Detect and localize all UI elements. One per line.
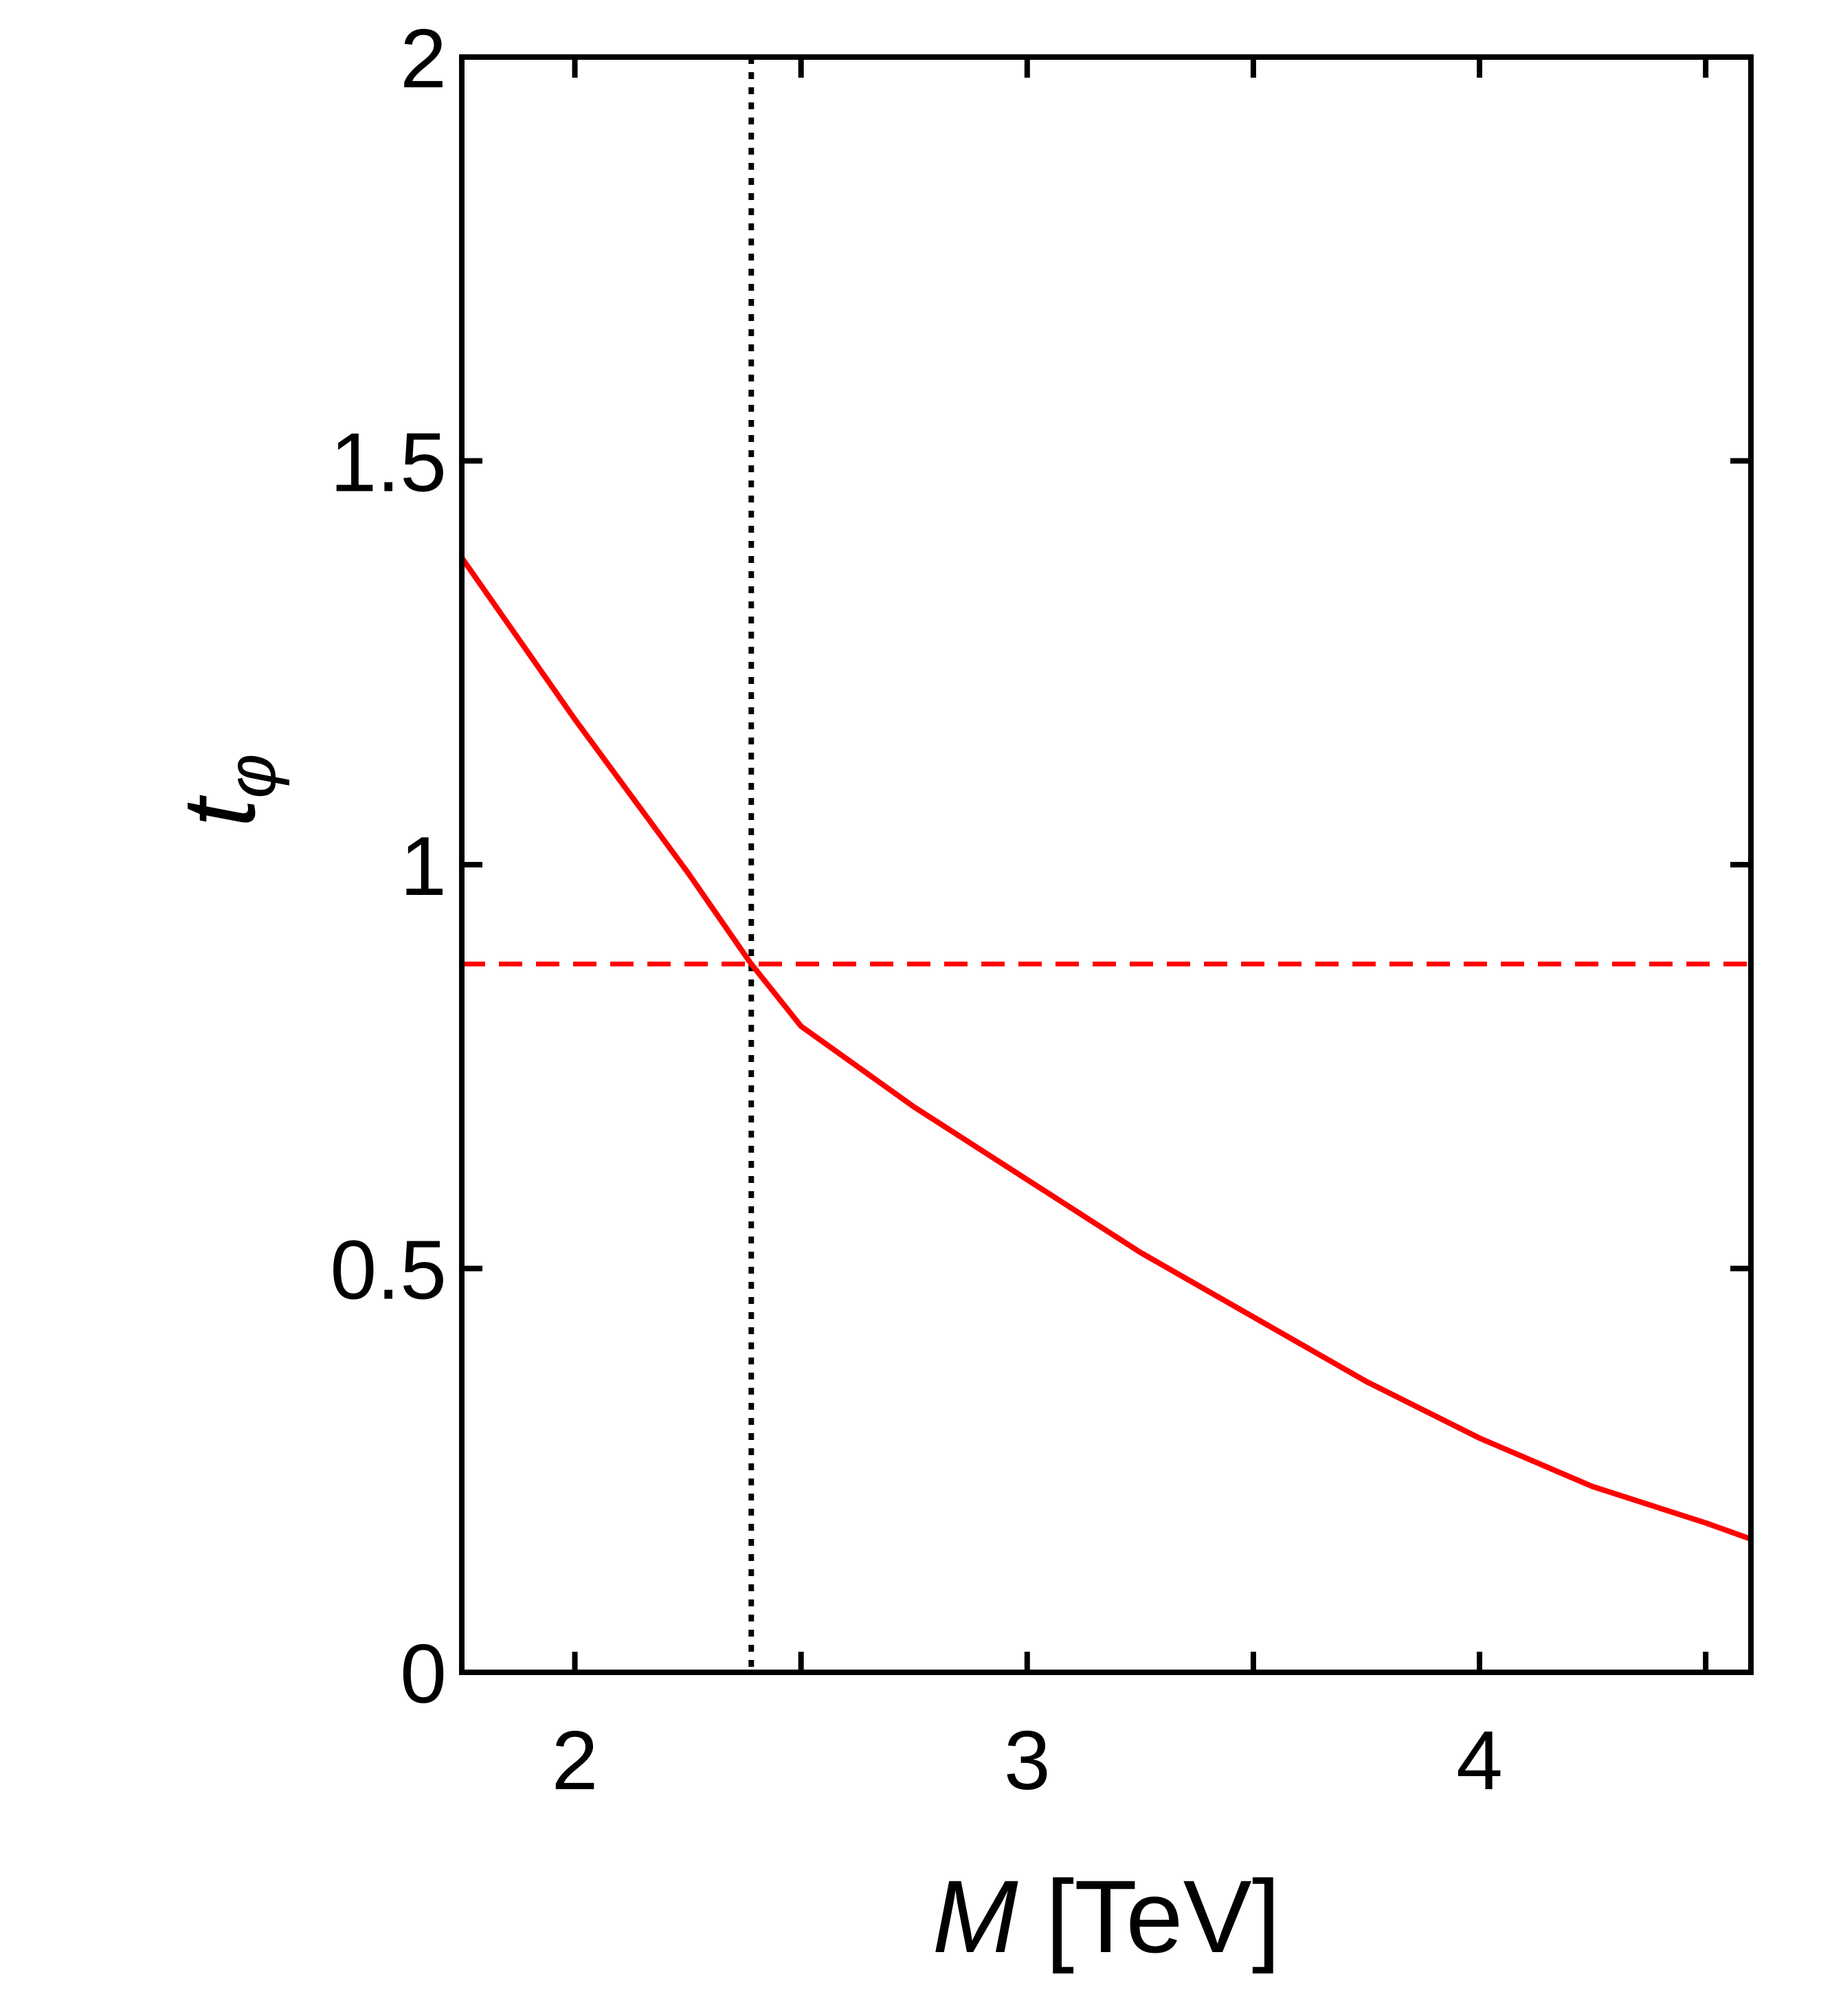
y-tick-label: 1: [400, 819, 447, 913]
x-tick-label: 3: [1004, 1714, 1051, 1807]
y-tick-label: 0.5: [330, 1223, 447, 1317]
x-axis-label: M [TeV]: [932, 1859, 1281, 1974]
y-tick-label: 2: [400, 12, 447, 105]
y-tick-label: 0: [400, 1627, 447, 1720]
y-axis-label: tφ: [161, 754, 290, 828]
y-label-subscript: φ: [213, 754, 290, 799]
x-tick-label: 2: [552, 1714, 599, 1807]
x-tick-label: 4: [1456, 1714, 1503, 1807]
y-label-symbol: t: [161, 795, 276, 827]
x-label-unit: [TeV]: [1046, 1859, 1281, 1974]
y-tick-label: 1.5: [330, 416, 447, 509]
data-line: [462, 556, 1751, 1542]
x-label-symbol: M: [932, 1859, 1018, 1974]
plot-frame: [459, 54, 1754, 1675]
